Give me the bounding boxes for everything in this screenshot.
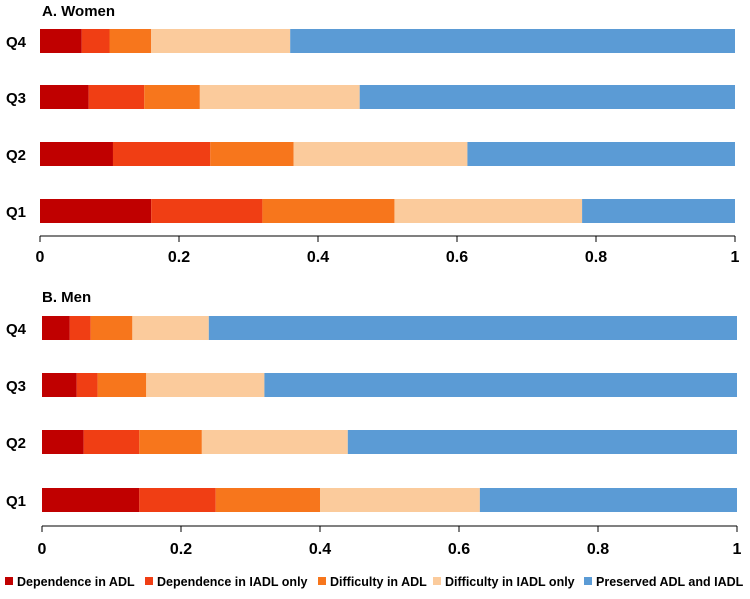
x-tick-label: 0.2 xyxy=(170,541,192,558)
bar-segment-q4-series-0 xyxy=(42,316,70,340)
bar-segment-q1-series-0 xyxy=(42,488,140,512)
bar-segment-q1-series-3 xyxy=(394,199,583,223)
bar-segment-q3-series-3 xyxy=(146,373,265,397)
category-label-q1: Q1 xyxy=(6,204,26,221)
bar-segment-q2-series-2 xyxy=(139,430,202,454)
legend-swatch xyxy=(433,577,441,585)
bar-segment-q3-series-4 xyxy=(359,85,735,109)
x-tick-label: 0.6 xyxy=(448,541,470,558)
bar-segment-q4-series-4 xyxy=(290,29,735,53)
bar-segment-q2-series-1 xyxy=(83,430,140,454)
x-tick-label: 1 xyxy=(733,541,742,558)
legend-label: Dependence in ADL xyxy=(17,575,135,589)
bar-segment-q3-series-1 xyxy=(76,373,98,397)
bar-segment-q1-series-4 xyxy=(582,199,735,223)
bar-segment-q2-series-2 xyxy=(210,142,294,166)
x-tick-label: 1 xyxy=(731,249,740,266)
bar-segment-q4-series-3 xyxy=(132,316,209,340)
bar-segment-q4-series-4 xyxy=(208,316,738,340)
legend-label: Dependence in IADL only xyxy=(157,575,308,589)
category-label-q3: Q3 xyxy=(6,378,26,395)
bar-segment-q1-series-0 xyxy=(40,199,152,223)
bar-segment-q1-series-4 xyxy=(479,488,737,512)
legend-label: Difficulty in ADL xyxy=(330,575,427,589)
category-label-q2: Q2 xyxy=(6,435,26,452)
legend-item-dependence-iadl-only: Dependence in IADL only xyxy=(145,575,308,589)
bar-segment-q2-series-0 xyxy=(40,142,113,166)
x-tick-label: 0.4 xyxy=(309,541,331,558)
bar-segment-q3-series-2 xyxy=(97,373,147,397)
legend-item-dependence-adl: Dependence in ADL xyxy=(5,575,135,589)
category-label-q2: Q2 xyxy=(6,147,26,164)
x-tick-label: 0.6 xyxy=(446,249,468,266)
bar-segment-q2-series-0 xyxy=(42,430,84,454)
x-tick-label: 0.8 xyxy=(585,249,607,266)
bar-segment-q4-series-1 xyxy=(69,316,91,340)
bar-segment-q2-series-3 xyxy=(201,430,348,454)
panel-title-women: A. Women xyxy=(42,3,115,20)
bar-segment-q3-series-0 xyxy=(42,373,77,397)
x-tick-label: 0.8 xyxy=(587,541,609,558)
x-tick-label: 0 xyxy=(36,249,45,266)
legend: Dependence in ADL Dependence in IADL onl… xyxy=(5,575,744,589)
bar-segment-q1-series-2 xyxy=(215,488,320,512)
bar-segment-q1-series-1 xyxy=(139,488,216,512)
bar-segment-q1-series-1 xyxy=(151,199,263,223)
panel-men: B. Men Q4 Q3 Q2 Q1 0 0.2 0.4 0.6 0.8 1 xyxy=(6,289,742,558)
bar-segment-q4-series-2 xyxy=(90,316,133,340)
legend-label: Difficulty in IADL only xyxy=(445,575,575,589)
bar-segment-q3-series-3 xyxy=(199,85,360,109)
bar-segment-q1-series-3 xyxy=(320,488,480,512)
bar-segment-q2-series-4 xyxy=(347,430,737,454)
bar-segment-q1-series-2 xyxy=(262,199,395,223)
bar-segment-q4-series-1 xyxy=(81,29,110,53)
x-tick-label: 0 xyxy=(38,541,47,558)
bar-segment-q4-series-2 xyxy=(109,29,152,53)
bar-segment-q2-series-4 xyxy=(467,142,735,166)
legend-swatch xyxy=(584,577,592,585)
bar-segment-q3-series-1 xyxy=(88,85,145,109)
legend-swatch xyxy=(145,577,153,585)
legend-swatch xyxy=(5,577,13,585)
x-tick-label: 0.2 xyxy=(168,249,190,266)
bar-segment-q3-series-0 xyxy=(40,85,89,109)
legend-item-preserved: Preserved ADL and IADL xyxy=(584,575,744,589)
bar-segment-q2-series-1 xyxy=(112,142,211,166)
x-tick-label: 0.4 xyxy=(307,249,329,266)
bar-segment-q3-series-2 xyxy=(144,85,200,109)
legend-item-difficulty-iadl-only: Difficulty in IADL only xyxy=(433,575,575,589)
category-label-q1: Q1 xyxy=(6,493,26,510)
category-label-q4: Q4 xyxy=(6,34,27,51)
legend-swatch xyxy=(318,577,326,585)
legend-item-difficulty-adl: Difficulty in ADL xyxy=(318,575,427,589)
bar-segment-q4-series-3 xyxy=(151,29,291,53)
bar-segment-q2-series-3 xyxy=(293,142,468,166)
bar-segment-q3-series-4 xyxy=(264,373,737,397)
legend-label: Preserved ADL and IADL xyxy=(596,575,744,589)
bar-segment-q4-series-0 xyxy=(40,29,82,53)
category-label-q3: Q3 xyxy=(6,90,26,107)
panel-women: A. Women Q4 Q3 Q2 Q1 0 0.2 0.4 0.6 0.8 1 xyxy=(6,3,740,266)
panel-title-men: B. Men xyxy=(42,289,91,306)
category-label-q4: Q4 xyxy=(6,321,27,338)
